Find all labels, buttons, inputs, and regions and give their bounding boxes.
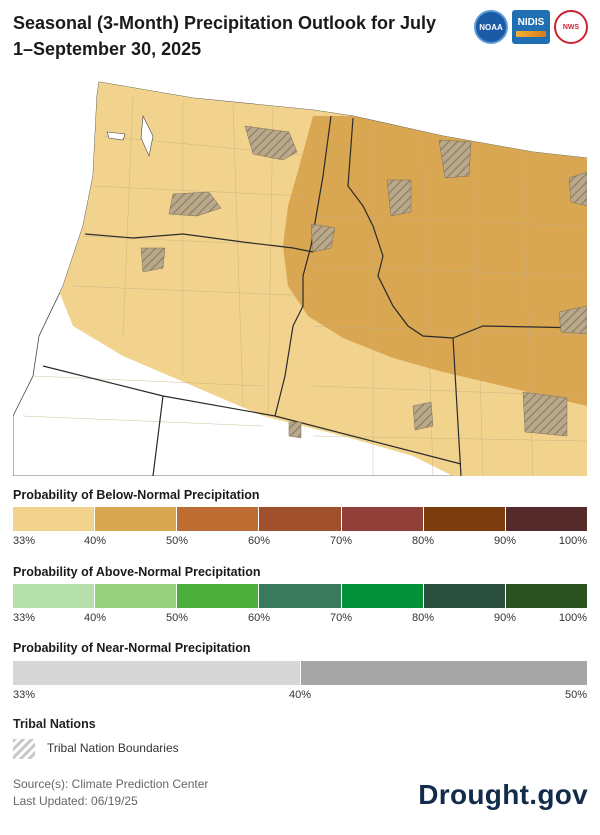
tick-label: 100% xyxy=(558,612,587,624)
nidis-logo-text: NIDIS xyxy=(517,17,545,28)
above-normal-legend-title: Probability of Above-Normal Precipitatio… xyxy=(13,565,261,579)
tick-label: 80% xyxy=(411,535,435,547)
tribal-area-flathead xyxy=(386,179,412,217)
drought-gov-brand[interactable]: Drought.gov xyxy=(418,779,588,810)
tick-label: 33% xyxy=(13,689,36,701)
tick-label: 50% xyxy=(165,535,188,547)
below-normal-swatch xyxy=(341,507,424,531)
above-normal-color-bar xyxy=(13,584,587,608)
nws-logo[interactable]: NWS xyxy=(554,10,588,44)
near-normal-ticks: 33% 40% 50% xyxy=(13,689,587,703)
below-normal-swatch xyxy=(423,507,506,531)
tribal-area-fort-peck xyxy=(568,171,587,207)
tribal-area-nez-perce xyxy=(310,223,336,253)
above-normal-swatch xyxy=(259,584,342,608)
nidis-logo-bar xyxy=(516,31,546,37)
below-normal-swatch xyxy=(177,507,260,531)
below-normal-swatch xyxy=(505,507,587,531)
tribal-area-warm-springs xyxy=(140,247,166,273)
tribal-area-wind-river xyxy=(522,391,568,437)
outlook-map xyxy=(13,76,587,476)
tick-label: 50% xyxy=(564,689,587,701)
above-normal-swatch xyxy=(341,584,424,608)
tribal-area-colville xyxy=(244,125,298,161)
map-title: Seasonal (3-Month) Precipitation Outlook… xyxy=(13,13,437,59)
tribal-hatch-swatch xyxy=(13,739,35,759)
above-normal-swatch xyxy=(505,584,587,608)
tick-label: 50% xyxy=(165,612,188,624)
source-block: Source(s): Climate Prediction Center Las… xyxy=(13,776,208,810)
noaa-logo[interactable]: NOAA xyxy=(474,10,508,44)
tick-label: 90% xyxy=(493,535,517,547)
tick-label: 60% xyxy=(247,535,270,547)
tribal-nations-title: Tribal Nations xyxy=(13,717,96,731)
near-normal-swatch xyxy=(300,661,587,685)
tribal-area-yakama xyxy=(168,191,222,217)
below-normal-40-50-region xyxy=(283,116,587,406)
tick-label: 80% xyxy=(411,612,435,624)
near-normal-swatch xyxy=(13,661,301,685)
above-normal-ticks: 33% 40% 50% 60% 70% 80% 90% 100% xyxy=(13,612,587,626)
below-normal-swatch xyxy=(13,507,96,531)
tick-label: 40% xyxy=(288,689,312,701)
below-normal-legend-title: Probability of Below-Normal Precipitatio… xyxy=(13,488,260,502)
tribal-boundaries-label: Tribal Nation Boundaries xyxy=(47,741,179,755)
tick-label: 70% xyxy=(329,612,353,624)
tick-label: 40% xyxy=(83,535,106,547)
logo-group: NOAA NIDIS NWS xyxy=(474,10,588,44)
tribal-area-crow xyxy=(558,305,587,335)
above-normal-swatch xyxy=(13,584,96,608)
tick-label: 100% xyxy=(558,535,587,547)
below-normal-swatch xyxy=(95,507,178,531)
below-normal-color-bar xyxy=(13,507,587,531)
tribal-area-blackfeet xyxy=(438,139,472,179)
tick-label: 40% xyxy=(83,612,106,624)
near-normal-legend-title: Probability of Near-Normal Precipitation xyxy=(13,641,251,655)
tribal-area-fort-hall xyxy=(412,401,434,431)
above-normal-swatch xyxy=(423,584,506,608)
near-normal-color-bar xyxy=(13,661,587,685)
above-normal-swatch xyxy=(95,584,178,608)
last-updated-text: Last Updated: 06/19/25 xyxy=(13,794,138,808)
above-normal-swatch xyxy=(177,584,260,608)
source-text: Source(s): Climate Prediction Center xyxy=(13,777,209,791)
nidis-logo[interactable]: NIDIS xyxy=(512,10,550,44)
tribal-area-duck-valley xyxy=(288,421,302,439)
tick-label: 33% xyxy=(13,535,36,547)
below-normal-swatch xyxy=(259,507,342,531)
below-normal-ticks: 33% 40% 50% 60% 70% 80% 90% 100% xyxy=(13,535,587,549)
tick-label: 60% xyxy=(247,612,270,624)
tick-label: 33% xyxy=(13,612,36,624)
tick-label: 90% xyxy=(493,612,517,624)
tick-label: 70% xyxy=(329,535,353,547)
